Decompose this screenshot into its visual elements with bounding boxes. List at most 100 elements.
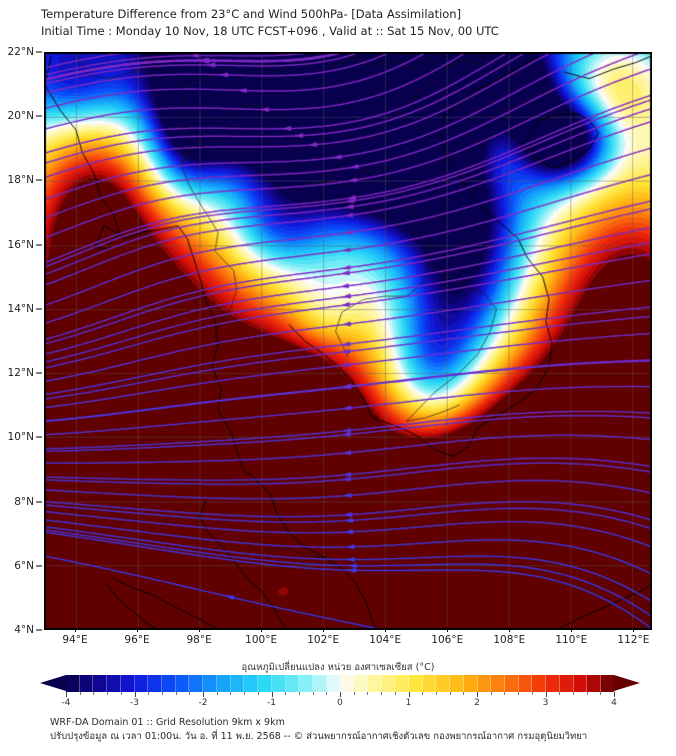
colorbar-tick-label: -3 — [130, 698, 139, 708]
colorbar-minor-tick — [161, 692, 163, 695]
colorbar-segment — [491, 675, 505, 692]
colorbar-minor-tick — [504, 692, 506, 695]
latitude-tick-label: 8°N — [14, 495, 34, 508]
chart-title-line-2: Initial Time : Monday 10 Nov, 18 UTC FCS… — [41, 24, 499, 38]
chart-title-block: Temperature Difference from 23°C and Win… — [41, 6, 641, 40]
colorbar-minor-tick — [353, 692, 355, 695]
colorbar-segment — [299, 675, 313, 692]
latitude-tick-mark — [36, 436, 42, 438]
colorbar-segment — [271, 675, 286, 692]
colorbar-segment — [422, 675, 437, 692]
longitude-tick-mark — [447, 627, 449, 632]
longitude-tick-label: 112°E — [617, 634, 650, 646]
colorbar-minor-tick — [531, 692, 533, 695]
colorbar-minor-tick — [230, 692, 232, 695]
colorbar-tick-mark — [477, 692, 478, 697]
latitude-tick-mark — [36, 565, 42, 567]
colorbar-tick-mark — [203, 692, 204, 697]
colorbar-tick-mark — [271, 692, 273, 697]
longitude-tick-mark — [509, 627, 511, 632]
colorbar-tick-mark — [340, 692, 341, 697]
colorbar-tick-mark — [545, 692, 547, 697]
colorbar-segment — [408, 675, 423, 692]
colorbar-minor-tick — [298, 692, 300, 695]
longitude-tick-label: 100°E — [245, 634, 278, 646]
colorbar-minor-tick — [449, 692, 451, 695]
map-plot-area[interactable] — [44, 52, 652, 630]
latitude-tick-mark — [36, 372, 42, 374]
colorbar-segment — [381, 675, 396, 692]
colorbar-segment — [518, 675, 533, 692]
colorbar-segment — [216, 675, 231, 692]
colorbar-minor-tick — [312, 692, 314, 695]
colorbar-segment — [463, 675, 478, 692]
colorbar-segment — [285, 675, 300, 692]
longitude-tick-mark — [75, 627, 77, 632]
colorbar-minor-tick — [600, 692, 602, 695]
colorbar-segment — [559, 675, 574, 692]
footer-line-credit: ปรับปรุงข้อมูล ณ เวลา 01:00น. วัน อ. ที่… — [50, 731, 588, 742]
colorbar-minor-tick — [559, 692, 561, 695]
latitude-tick-mark — [36, 501, 42, 503]
colorbar-tick-label: 1 — [405, 698, 412, 708]
colorbar-tick-label: 3 — [542, 698, 549, 708]
colorbar-segment — [162, 675, 176, 692]
colorbar-minor-tick — [107, 692, 109, 695]
longitude-axis: 94°E 96°E 98°E 100°E 102°E 104°E 106°E 108°E 110… — [38, 627, 662, 654]
latitude-tick-mark — [36, 115, 42, 117]
colorbar-segment — [340, 675, 355, 692]
colorbar-minor-tick — [572, 692, 574, 695]
longitude-tick-mark — [323, 627, 325, 632]
latitude-tick-mark — [36, 244, 42, 246]
colorbar-tick-mark — [408, 692, 410, 697]
longitude-tick-label: 94°E — [62, 634, 88, 646]
colorbar-minor-tick — [285, 692, 287, 695]
colorbar-minor-tick — [216, 692, 218, 695]
colorbar-minor-tick — [422, 692, 424, 695]
colorbar-segment — [120, 675, 135, 692]
colorbar-segment — [395, 675, 409, 692]
latitude-tick-label: 14°N — [7, 302, 34, 315]
colorbar-tick-label: 4 — [611, 698, 617, 708]
colorbar-segment — [230, 675, 245, 692]
colorbar-minor-tick — [394, 692, 396, 695]
longitude-tick-mark — [137, 627, 139, 632]
colorbar-extend-low-icon — [40, 675, 66, 691]
latitude-tick-label: 18°N — [7, 174, 34, 187]
colorbar-segment — [587, 675, 602, 692]
colorbar-minor-tick — [93, 692, 95, 695]
colorbar-minor-tick — [244, 692, 246, 695]
colorbar-minor-tick — [490, 692, 492, 695]
colorbar-extend-high-icon — [614, 675, 640, 691]
colorbar-segment — [546, 675, 560, 692]
colorbar-minor-tick — [518, 692, 520, 695]
longitude-tick-label: 102°E — [307, 634, 340, 646]
longitude-tick-mark — [571, 627, 573, 632]
colorbar-segment — [601, 675, 614, 692]
colorbar-minor-tick — [367, 692, 369, 695]
latitude-tick-label: 4°N — [14, 624, 34, 636]
colorbar — [40, 675, 640, 692]
colorbar-minor-tick — [326, 692, 328, 695]
latitude-axis: 4°N 6°N 8°N 10°N 12°N 14°N 16°N 18°N 20°N 22°N — [0, 46, 42, 638]
colorbar-minor-tick — [463, 692, 465, 695]
colorbar-ticks: -4 -3 -2 -1 0 1 2 3 4 — [40, 692, 640, 710]
colorbar-tick-mark — [66, 692, 67, 697]
colorbar-segment — [107, 675, 121, 692]
longitude-tick-mark — [199, 627, 201, 632]
colorbar-label: อุณหภูมิเปลี่ยนแปลง หน่วย องศาเซลเซียส (… — [241, 662, 435, 673]
longitude-tick-label: 110°E — [555, 634, 588, 646]
colorbar-segment — [79, 675, 94, 692]
longitude-tick-label: 98°E — [186, 634, 212, 646]
longitude-tick-label: 106°E — [431, 634, 464, 646]
colorbar-segment — [312, 675, 327, 692]
footer-block: WRF-DA Domain 01 :: Grid Resolution 9km … — [50, 716, 650, 744]
colorbar-segment — [66, 675, 80, 692]
colorbar-minor-tick — [189, 692, 191, 695]
colorbar-segment — [354, 675, 368, 692]
colorbar-tick-label: -1 — [267, 698, 276, 708]
colorbar-segment — [367, 675, 382, 692]
latitude-tick-label: 16°N — [7, 238, 34, 251]
longitude-tick-mark — [633, 627, 635, 632]
colorbar-minor-tick — [175, 692, 177, 695]
